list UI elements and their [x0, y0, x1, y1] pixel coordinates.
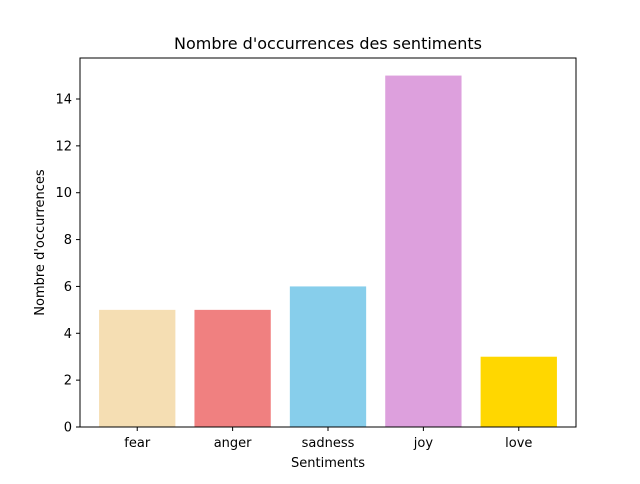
- y-tick-label: 14: [55, 93, 72, 108]
- x-tick-label: anger: [214, 436, 252, 451]
- x-tick-label: fear: [124, 436, 151, 451]
- bar-love: [480, 356, 557, 427]
- y-tick-label: 2: [64, 374, 72, 389]
- x-axis-label: Sentiments: [291, 456, 365, 471]
- bar-fear: [99, 309, 176, 427]
- y-tick-label: 6: [64, 280, 72, 295]
- x-tick-label: joy: [413, 436, 434, 451]
- y-axis-label: Nombre d'occurrences: [33, 169, 48, 316]
- y-tick-label: 8: [64, 233, 72, 248]
- bar-joy: [385, 75, 462, 428]
- bars-layer: [99, 75, 557, 428]
- bar-anger: [194, 309, 271, 427]
- chart-title: Nombre d'occurrences des sentiments: [174, 34, 482, 53]
- x-tick-label: sadness: [302, 436, 355, 451]
- y-tick-label: 10: [55, 186, 72, 201]
- y-tick-label: 4: [64, 327, 72, 342]
- y-tick-label: 0: [64, 421, 72, 436]
- ticks-layer: fear anger sadness joy love 0 2 4 6 8 10 12 14: [55, 93, 532, 452]
- bar-sadness: [289, 286, 367, 427]
- x-tick-label: love: [505, 436, 532, 451]
- y-tick-label: 12: [55, 139, 72, 154]
